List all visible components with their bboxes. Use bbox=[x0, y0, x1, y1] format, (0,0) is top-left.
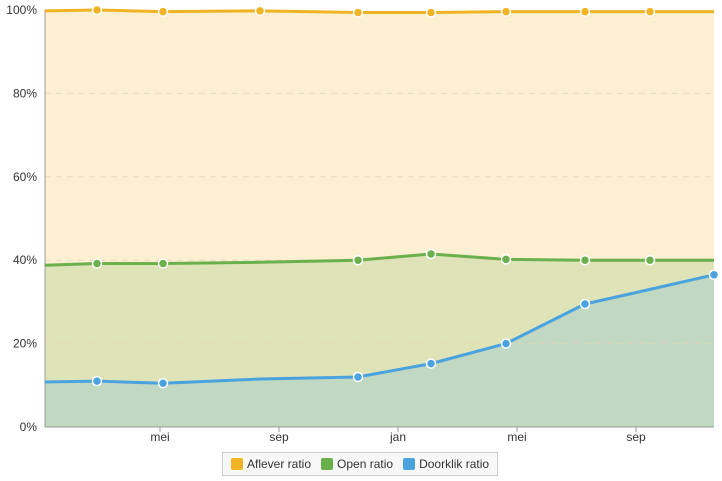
data-point-2-5 bbox=[425, 358, 437, 369]
data-point-2-4 bbox=[352, 371, 364, 383]
legend-swatch-open bbox=[321, 458, 334, 470]
x-tick-label: sep bbox=[269, 430, 289, 444]
legend-item-doorklik[interactable]: Doorklik ratio bbox=[403, 457, 489, 471]
series-line-1 bbox=[44, 252, 714, 267]
legend: Aflever ratio Open ratio Doorklik ratio bbox=[222, 452, 499, 476]
data-point-0-3 bbox=[254, 5, 266, 17]
y-tick-label: 80% bbox=[13, 86, 37, 100]
data-point-0-2 bbox=[157, 6, 169, 17]
data-point-1-1 bbox=[91, 258, 103, 269]
area-chart: 0% 20% 40% 60% 80% 100% mei sep jan mei sep bbox=[6, 3, 720, 444]
data-point-1-8 bbox=[644, 254, 656, 266]
y-tick-label: 100% bbox=[6, 3, 37, 17]
data-point-0-8 bbox=[644, 6, 656, 17]
y-tick-label: 20% bbox=[13, 337, 37, 351]
data-point-2-7 bbox=[579, 298, 591, 310]
x-tick-label: mei bbox=[150, 430, 169, 444]
data-point-1-4 bbox=[352, 254, 364, 266]
legend-label-open: Open ratio bbox=[337, 457, 394, 471]
x-tick-label: mei bbox=[507, 430, 526, 444]
x-tick-label: sep bbox=[626, 430, 646, 444]
data-point-0-5 bbox=[425, 7, 437, 18]
x-tick-label: jan bbox=[389, 430, 406, 444]
series-line-2 bbox=[44, 273, 715, 385]
data-point-1-5 bbox=[425, 248, 437, 260]
y-tick-label: 60% bbox=[13, 170, 37, 184]
data-point-1-2 bbox=[157, 258, 169, 269]
data-point-2-9 bbox=[708, 269, 720, 281]
legend-swatch-doorklik bbox=[403, 458, 416, 470]
legend-label-aflever: Aflever ratio bbox=[247, 457, 312, 471]
data-point-0-1 bbox=[91, 4, 103, 16]
legend-swatch-aflever bbox=[231, 458, 243, 470]
y-tick-label: 40% bbox=[13, 253, 37, 267]
legend-item-aflever[interactable]: Aflever ratio bbox=[231, 457, 311, 471]
data-point-0-7 bbox=[579, 6, 591, 17]
legend-label-doorklik: Doorklik ratio bbox=[419, 457, 490, 471]
data-point-2-1 bbox=[91, 375, 103, 387]
data-point-0-6 bbox=[500, 6, 512, 17]
data-point-2-6 bbox=[500, 338, 512, 349]
area-2 bbox=[45, 274, 714, 427]
data-point-2-2 bbox=[157, 377, 169, 389]
data-point-1-6 bbox=[500, 254, 512, 265]
series-line-0 bbox=[44, 8, 714, 15]
legend-item-open[interactable]: Open ratio bbox=[321, 457, 393, 471]
data-point-1-7 bbox=[579, 254, 591, 266]
data-point-0-4 bbox=[352, 7, 364, 18]
y-tick-label: 0% bbox=[20, 420, 38, 434]
